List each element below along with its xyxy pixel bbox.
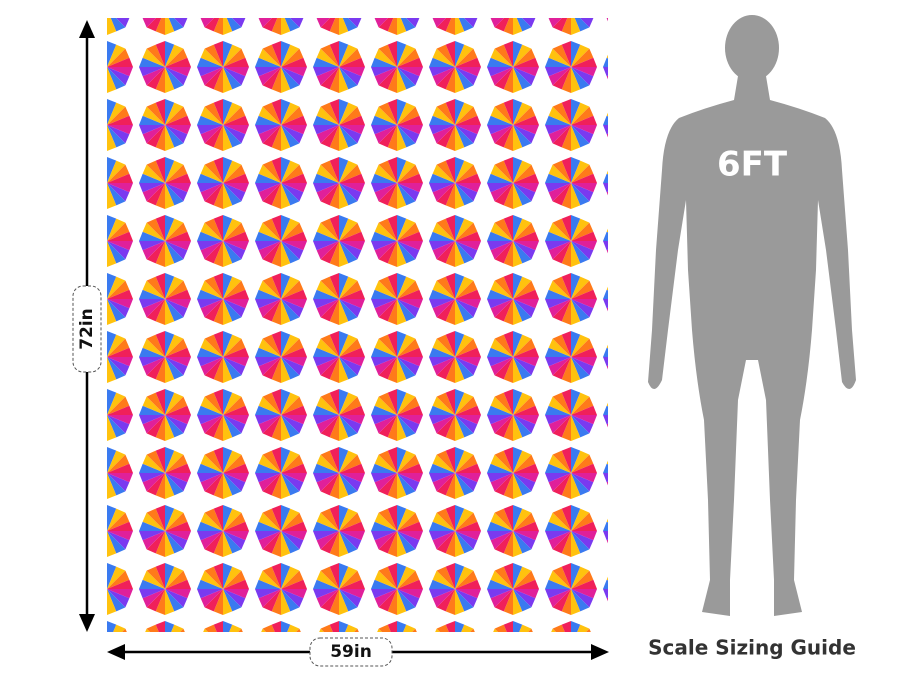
umbrella-pattern (107, 18, 608, 632)
arrow-head (79, 20, 95, 38)
caption: Scale Sizing Guide (648, 636, 856, 660)
silhouette-head (725, 15, 779, 81)
width-label-box (309, 637, 393, 667)
arrow-head (107, 644, 125, 660)
width-label: 59in (330, 642, 372, 662)
arrow-head (79, 614, 95, 632)
silhouette-body (648, 76, 856, 616)
arrow-head (591, 644, 609, 660)
height-label-box (72, 285, 102, 373)
height-label: 72in (77, 308, 97, 350)
figure-label: 6FT (717, 145, 788, 185)
